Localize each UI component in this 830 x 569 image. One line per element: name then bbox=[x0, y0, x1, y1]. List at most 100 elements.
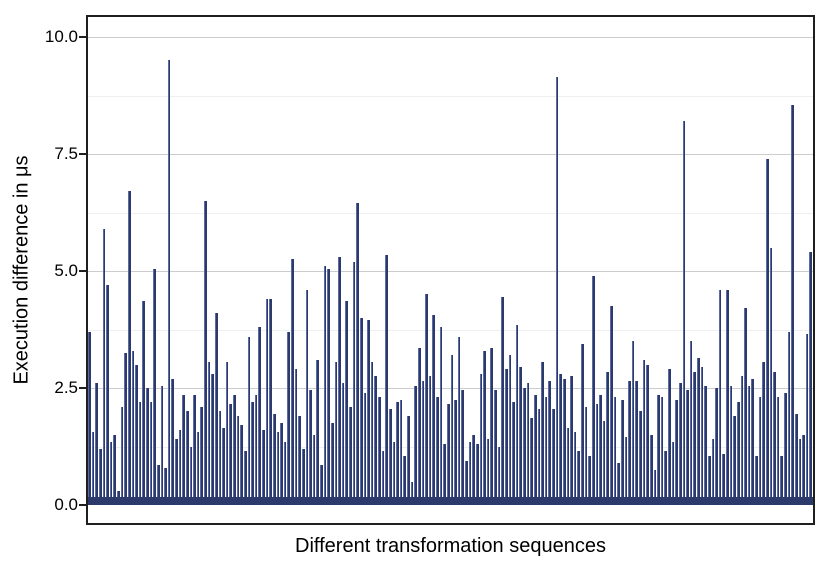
y-tick-mark bbox=[79, 36, 86, 38]
bar bbox=[407, 416, 410, 505]
bar bbox=[185, 411, 189, 505]
bar bbox=[599, 395, 602, 505]
bar bbox=[403, 455, 406, 505]
bar bbox=[439, 327, 443, 505]
bar bbox=[726, 289, 729, 505]
bar bbox=[515, 324, 519, 505]
bar bbox=[233, 395, 236, 505]
bar bbox=[367, 320, 370, 505]
bar bbox=[736, 402, 740, 505]
bar bbox=[581, 343, 584, 505]
bar bbox=[646, 364, 649, 505]
bar bbox=[164, 467, 167, 505]
bar bbox=[497, 446, 501, 505]
bar bbox=[243, 451, 247, 505]
bar bbox=[504, 369, 508, 505]
bar bbox=[537, 409, 541, 505]
bar bbox=[628, 380, 631, 505]
bar bbox=[396, 402, 399, 505]
y-tick-mark bbox=[79, 504, 86, 506]
bar bbox=[425, 294, 428, 505]
x-axis-title: Different transformation sequences bbox=[295, 535, 606, 557]
bar bbox=[805, 334, 809, 505]
bar bbox=[309, 390, 312, 505]
bar bbox=[341, 383, 345, 505]
bar bbox=[494, 390, 497, 505]
bar bbox=[443, 444, 446, 505]
bar bbox=[218, 411, 222, 505]
bar bbox=[160, 385, 164, 505]
bar bbox=[483, 350, 486, 505]
bar bbox=[352, 261, 356, 505]
bar bbox=[276, 432, 280, 505]
bar bbox=[686, 390, 689, 505]
bar bbox=[312, 434, 316, 505]
bar bbox=[559, 373, 562, 505]
bar bbox=[334, 362, 338, 505]
bar bbox=[214, 313, 218, 505]
bar bbox=[780, 455, 783, 505]
bar bbox=[385, 254, 388, 505]
bar bbox=[635, 380, 638, 505]
bar bbox=[272, 413, 276, 505]
bar bbox=[370, 362, 374, 505]
bar bbox=[620, 399, 624, 505]
bar bbox=[606, 371, 609, 505]
bar bbox=[526, 383, 530, 505]
bar bbox=[787, 331, 791, 505]
bar bbox=[610, 306, 613, 505]
bar bbox=[131, 350, 135, 505]
bar bbox=[555, 76, 559, 505]
bar bbox=[501, 296, 504, 505]
bar bbox=[247, 336, 251, 505]
bar bbox=[287, 331, 290, 505]
bar bbox=[722, 453, 725, 505]
bar bbox=[584, 406, 588, 505]
bar bbox=[446, 404, 450, 505]
bar bbox=[791, 104, 794, 505]
y-tick-label: 0.0 bbox=[54, 495, 78, 514]
bar bbox=[207, 362, 211, 505]
bar bbox=[392, 441, 396, 505]
bar bbox=[697, 357, 700, 505]
bar bbox=[417, 348, 421, 505]
bar bbox=[668, 369, 671, 505]
bar bbox=[570, 376, 573, 505]
minor-gridline bbox=[88, 212, 813, 214]
bar bbox=[613, 397, 617, 505]
bar bbox=[541, 362, 544, 505]
bar bbox=[664, 451, 667, 505]
bar bbox=[747, 385, 751, 505]
bar bbox=[624, 437, 628, 505]
minor-gridline bbox=[88, 329, 813, 331]
bar bbox=[359, 317, 363, 505]
y-tick-mark bbox=[79, 270, 86, 272]
bar bbox=[265, 299, 269, 505]
bar bbox=[88, 331, 91, 505]
bar bbox=[508, 355, 512, 505]
bar bbox=[251, 402, 254, 505]
bar bbox=[138, 402, 142, 505]
bar bbox=[432, 315, 435, 505]
bar bbox=[178, 430, 182, 505]
bar bbox=[363, 392, 367, 505]
bar bbox=[258, 327, 261, 505]
bar bbox=[98, 448, 102, 505]
bar bbox=[236, 416, 240, 505]
bar bbox=[671, 441, 675, 505]
y-tick-label: 7.5 bbox=[54, 144, 78, 163]
bar bbox=[298, 416, 301, 505]
bar bbox=[109, 441, 113, 505]
bar bbox=[345, 301, 348, 505]
bar bbox=[428, 376, 432, 505]
bar bbox=[450, 355, 454, 505]
bar bbox=[468, 441, 472, 505]
bar bbox=[523, 388, 526, 505]
bar bbox=[718, 289, 722, 505]
bar bbox=[519, 366, 522, 505]
bar bbox=[316, 359, 319, 505]
bar bbox=[475, 444, 479, 505]
bar bbox=[729, 385, 733, 505]
bar bbox=[349, 406, 352, 505]
